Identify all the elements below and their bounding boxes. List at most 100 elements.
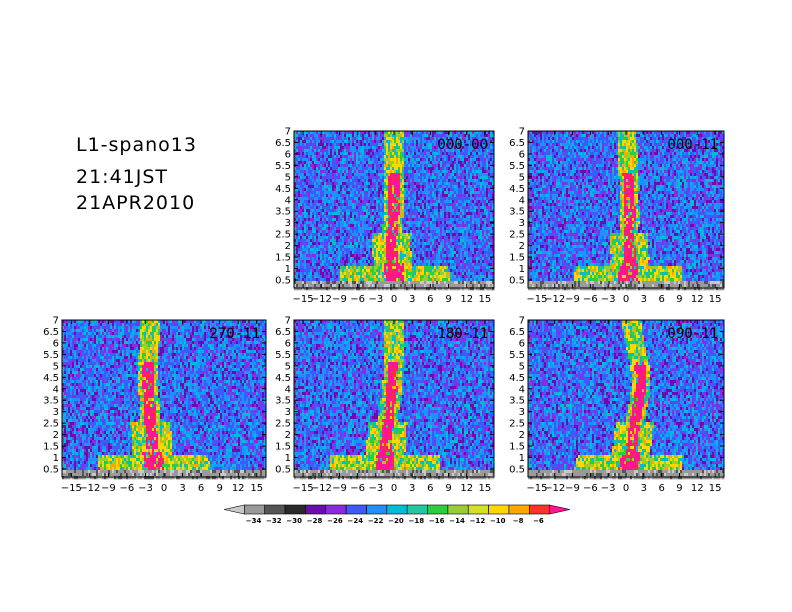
y-tick-label: 1.5 (275, 253, 291, 264)
y-tick-label: 6.5 (275, 138, 291, 149)
y-tick-label: 1 (285, 264, 291, 275)
y-tick-label: 1.5 (275, 442, 291, 453)
y-tick-label: 4.5 (509, 373, 525, 384)
colorbar-segment (346, 505, 366, 514)
colorbar-label: −34 (246, 517, 262, 525)
colorbar-label: −30 (286, 517, 302, 525)
colorbar-label: −32 (266, 517, 282, 525)
y-tick-label: 2 (519, 430, 525, 441)
x-tick-label: 12 (232, 483, 245, 494)
y-tick-label: 6.5 (509, 138, 525, 149)
y-tick-label: 4.5 (275, 373, 291, 384)
colorbar-segment (244, 505, 264, 514)
x-tick-label: −9 (332, 294, 347, 305)
y-tick-label: 1 (285, 453, 291, 464)
colorbar-label: −22 (368, 517, 384, 525)
x-tick-label: 6 (658, 294, 664, 305)
x-tick-label: 3 (641, 483, 647, 494)
y-tick-label: 6 (285, 338, 291, 349)
x-tick-label: −6 (350, 483, 365, 494)
y-tick-label: 4.5 (509, 184, 525, 195)
x-tick-label: 12 (460, 294, 473, 305)
x-tick-label: −3 (138, 483, 153, 494)
colorbar-segment (326, 505, 346, 514)
y-tick-label: 5 (285, 172, 291, 183)
x-tick-label: −9 (101, 483, 116, 494)
x-tick-label: 9 (445, 294, 451, 305)
y-tick-label: 3.5 (509, 207, 525, 218)
y-tick-label: 1 (519, 453, 525, 464)
colorbar-segment (489, 505, 509, 514)
y-tick-label: 5 (519, 361, 525, 372)
heatmap-cells (294, 131, 494, 290)
x-tick-label: −6 (583, 483, 598, 494)
x-tick-label: −12 (311, 294, 332, 305)
x-tick-label: −12 (311, 483, 332, 494)
heatmap-cells (294, 320, 494, 479)
colorbar-label: −14 (449, 517, 465, 525)
x-tick-label: −3 (601, 294, 616, 305)
x-tick-label: −12 (79, 483, 100, 494)
y-tick-label: 0.5 (275, 275, 291, 286)
y-tick-label: 0.5 (509, 275, 525, 286)
x-tick-label: −9 (332, 483, 347, 494)
y-tick-label: 3.5 (43, 396, 59, 407)
colorbar-segment (305, 505, 325, 514)
x-tick-label: −3 (601, 483, 616, 494)
y-tick-label: 3.5 (275, 207, 291, 218)
y-tick-label: 4 (53, 384, 59, 395)
y-tick-label: 5.5 (509, 161, 525, 172)
x-tick-label: −6 (350, 294, 365, 305)
x-tick-label: 15 (479, 294, 492, 305)
x-tick-label: −3 (368, 483, 383, 494)
y-tick-label: 2.5 (275, 230, 291, 241)
colorbar-segment (285, 505, 305, 514)
x-tick-label: 9 (676, 294, 682, 305)
y-tick-label: 7 (519, 127, 525, 138)
x-tick-label: −3 (368, 294, 383, 305)
y-tick-label: 5.5 (43, 350, 59, 361)
colorbar-segment (265, 505, 285, 514)
y-tick-label: 3 (53, 407, 59, 418)
heatmap-cells (528, 320, 724, 479)
colorbar-segment (550, 505, 570, 514)
y-tick-label: 4 (519, 384, 525, 395)
y-tick-label: 3 (519, 407, 525, 418)
colorbar-label: −18 (409, 517, 425, 525)
colorbar-segment (468, 505, 488, 514)
x-tick-label: 3 (409, 483, 415, 494)
heatmap-panel-000-11: 0.511.522.533.544.555.566.57−15−12 −9 −6 −3… (509, 127, 724, 306)
x-tick-label: 12 (691, 483, 704, 494)
panel-label: 180-11 (437, 326, 488, 342)
x-tick-label: 0 (623, 294, 629, 305)
colorbar-segment (224, 505, 244, 514)
colorbar-segment (428, 505, 448, 514)
y-tick-label: 1.5 (509, 253, 525, 264)
y-tick-label: 5 (519, 172, 525, 183)
x-tick-label: 9 (676, 483, 682, 494)
y-tick-label: 7 (53, 316, 59, 327)
y-tick-label: 6 (519, 149, 525, 160)
x-tick-label: 9 (445, 483, 451, 494)
y-tick-label: 4.5 (275, 184, 291, 195)
x-tick-label: 15 (709, 483, 722, 494)
y-tick-label: 2.5 (509, 419, 525, 430)
colorbar-segment (529, 505, 549, 514)
y-tick-label: 4.5 (43, 373, 59, 384)
y-tick-label: 0.5 (43, 464, 59, 475)
x-tick-label: −9 (565, 294, 580, 305)
panel-label: 000-00 (437, 137, 488, 153)
y-tick-label: 5.5 (275, 350, 291, 361)
colorbar-label: −8 (513, 517, 524, 525)
x-tick-label: −6 (120, 483, 135, 494)
y-tick-label: 5 (53, 361, 59, 372)
y-tick-label: 6 (53, 338, 59, 349)
y-tick-label: 6.5 (43, 327, 59, 338)
y-tick-label: 3.5 (275, 396, 291, 407)
y-tick-label: 1 (519, 264, 525, 275)
heatmap-cells (62, 320, 266, 479)
colorbar-segment (387, 505, 407, 514)
y-tick-label: 7 (285, 316, 291, 327)
y-tick-label: 5 (285, 361, 291, 372)
